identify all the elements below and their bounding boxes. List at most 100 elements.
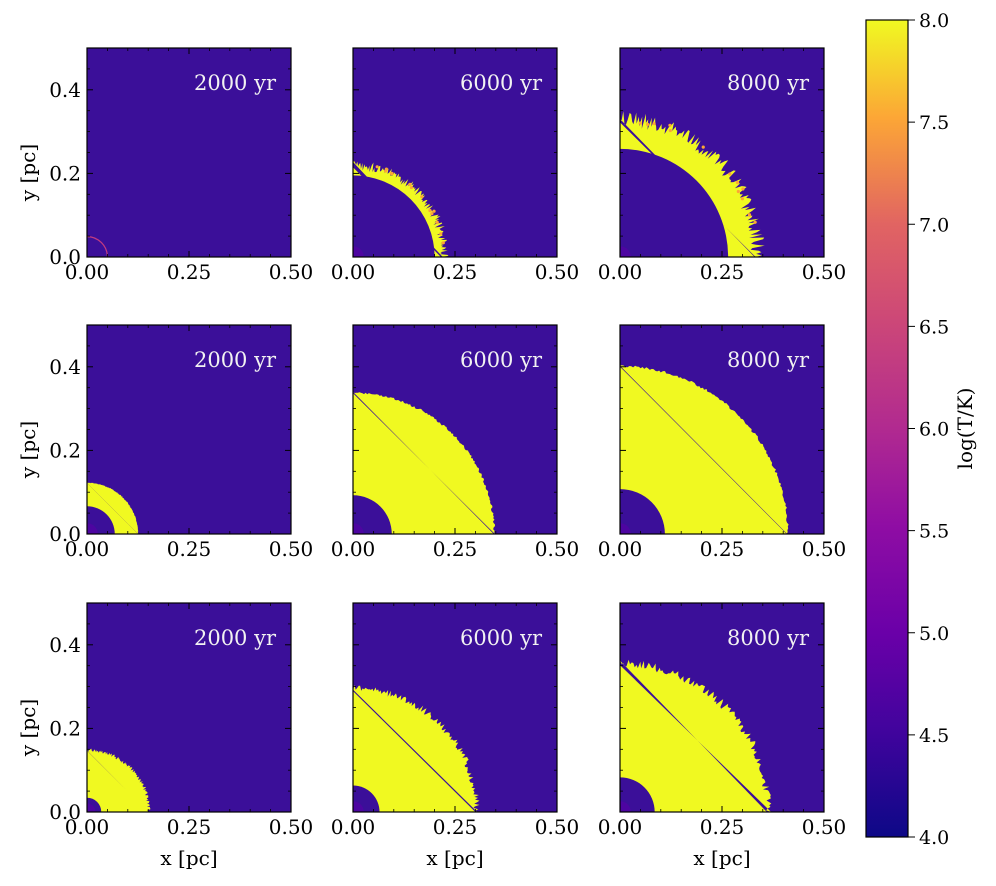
warm-patch	[409, 185, 413, 190]
hot-shell	[353, 391, 495, 534]
x-tick-label: 0.50	[802, 815, 847, 839]
x-tick-label: 0.25	[700, 537, 745, 561]
x-tick-label: 0.25	[433, 815, 478, 839]
y-axis-label: y [pc]	[16, 421, 40, 479]
x-axis-label: x [pc]	[426, 846, 483, 870]
y-tick-label: 0.2	[49, 438, 81, 462]
x-tick-label: 0.50	[269, 815, 314, 839]
colorbar-tick-label: 8.0	[919, 10, 949, 32]
y-tick-label: 0.4	[49, 633, 81, 657]
inner-cavity	[353, 175, 435, 257]
warm-patch	[740, 197, 745, 201]
warm-patch	[668, 128, 672, 133]
colorbar-tick-label: 4.0	[919, 827, 949, 849]
x-tick-label: 0.50	[269, 260, 314, 284]
y-axis-label: y [pc]	[16, 699, 40, 757]
x-tick-label: 0.00	[331, 537, 376, 561]
colorbar-tick-label: 6.5	[919, 316, 949, 338]
warm-patch	[389, 171, 394, 175]
warm-patch	[736, 189, 740, 194]
warm-patch	[735, 180, 740, 185]
panel: 0.00 0.25 0.50 0.0 0.2 0.4 2000 yr y [pc]	[16, 47, 314, 284]
colorbar-tick-label: 6.0	[919, 419, 949, 441]
colorbar-tick-label: 4.5	[919, 725, 949, 747]
x-tick-label: 0.25	[433, 537, 478, 561]
warm-patch	[420, 195, 424, 199]
warm-patch	[408, 182, 412, 186]
y-tick-label: 0.0	[49, 245, 81, 269]
colorbar-gradient	[865, 19, 909, 838]
core	[353, 801, 364, 812]
colorbar-tick-label: 5.5	[919, 521, 949, 543]
time-label: 8000 yr	[727, 71, 810, 95]
hot-shell	[87, 748, 151, 812]
panel: 0.00 0.25 0.50 6000 yr x [pc]	[331, 602, 580, 870]
x-tick-label: 0.00	[65, 815, 110, 839]
warm-patch	[439, 232, 443, 236]
core	[620, 801, 631, 812]
panel: 0.00 0.25 0.50 0.0 0.2 0.4 2000 yr y [pc]	[16, 324, 314, 561]
x-tick-label: 0.50	[802, 537, 847, 561]
x-tick-label: 0.00	[65, 537, 110, 561]
y-tick-label: 0.4	[49, 78, 81, 102]
panel: 0.00 0.25 0.50 0.0 0.2 0.4 2000 yr y [pc] x [pc]	[16, 602, 314, 870]
inner-cavity	[620, 489, 665, 534]
colorbar: 4.0 4.5 5.0 5.5 6.0 6.5 7.0 7.5 8.0 log(T/K)	[865, 10, 977, 849]
warm-patch	[668, 123, 672, 127]
warm-patch	[652, 121, 656, 126]
core	[87, 523, 98, 534]
warm-patch	[432, 209, 436, 213]
panel: 0.00 0.25 0.50 6000 yr	[331, 47, 580, 284]
x-tick-label: 0.00	[331, 260, 376, 284]
x-tick-label: 0.50	[269, 537, 314, 561]
colorbar-tick-label: 7.5	[919, 112, 949, 134]
panel-background	[87, 48, 291, 257]
y-tick-label: 0.0	[49, 800, 81, 824]
panel: 0.00 0.25 0.50 6000 yr	[331, 324, 579, 561]
hot-shell	[353, 685, 480, 812]
x-tick-label: 0.25	[167, 537, 212, 561]
core	[620, 523, 631, 534]
time-label: 2000 yr	[194, 348, 277, 372]
time-label: 6000 yr	[460, 71, 543, 95]
panel-grid: 0.00 0.25 0.500.00.20.4 2000 yry [pc]0.00 0.…	[16, 47, 847, 870]
warm-patch	[375, 165, 379, 169]
core	[353, 246, 364, 257]
y-axis-label: y [pc]	[16, 144, 40, 202]
x-tick-label: 0.00	[331, 815, 376, 839]
warm-patch	[428, 208, 432, 213]
x-tick-label: 0.25	[700, 815, 745, 839]
inner-cavity	[353, 495, 392, 534]
time-label: 2000 yr	[194, 71, 277, 95]
warm-patch	[435, 220, 439, 224]
warm-patch	[701, 145, 705, 149]
colorbar-tick-label: 5.0	[919, 623, 949, 645]
x-tick-label: 0.00	[598, 260, 643, 284]
x-tick-label: 0.50	[535, 260, 580, 284]
x-tick-label: 0.25	[700, 260, 745, 284]
colorbar-tick-label: 7.0	[919, 214, 949, 236]
panel: 0.00 0.25 0.50 8000 yr	[598, 47, 846, 284]
time-label: 6000 yr	[460, 348, 543, 372]
x-tick-label: 0.00	[598, 815, 643, 839]
warm-patch	[638, 121, 642, 125]
hot-shell	[620, 365, 789, 534]
x-tick-label: 0.25	[433, 260, 478, 284]
warm-patch	[728, 172, 732, 176]
colorbar-label: log(T/K)	[953, 388, 977, 470]
x-tick-label: 0.50	[535, 815, 580, 839]
warm-patch	[441, 241, 445, 245]
core	[620, 246, 631, 257]
time-label: 6000 yr	[460, 626, 543, 650]
warm-patch	[747, 213, 752, 217]
inner-cavity	[620, 777, 655, 812]
x-tick-label: 0.25	[167, 815, 212, 839]
warm-patch	[646, 122, 650, 126]
panel: 0.00 0.25 0.50 8000 yr	[598, 324, 847, 561]
x-tick-label: 0.25	[167, 260, 212, 284]
x-axis-label: x [pc]	[693, 846, 750, 870]
warm-patch	[430, 212, 434, 216]
y-tick-label: 0.0	[49, 522, 81, 546]
hot-shell	[620, 659, 772, 812]
